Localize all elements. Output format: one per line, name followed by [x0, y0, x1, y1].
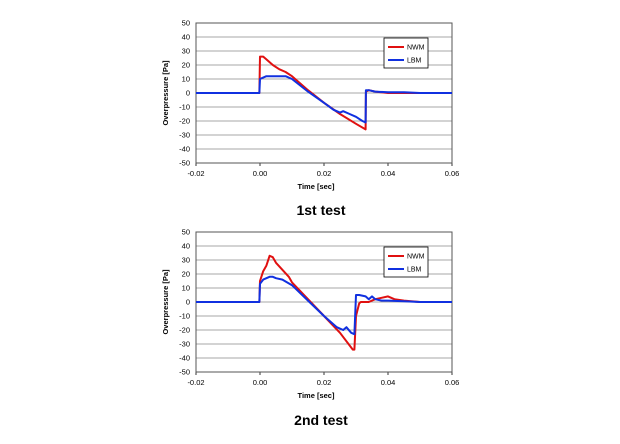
legend-label: LBM	[407, 58, 422, 65]
x-tick-label: 0.00	[253, 169, 268, 178]
y-tick-label: 20	[182, 61, 190, 70]
legend-box	[383, 37, 429, 69]
y-tick-label: 50	[182, 19, 190, 28]
x-tick-label: 0.02	[317, 378, 332, 387]
y-tick-label: 20	[182, 270, 190, 279]
x-axis-label: Time [sec]	[298, 182, 335, 191]
y-tick-label: 0	[186, 298, 190, 307]
series-line-lbm	[196, 275, 452, 336]
y-tick-label: 50	[182, 228, 190, 237]
y-tick-label: 10	[182, 284, 190, 293]
legend-box	[383, 246, 429, 278]
chart-2: -50 -40 -30 -20 -10 0 10 20 30 40 50 -0.02 0.00 0.02 0…	[161, 228, 459, 401]
x-tick-label: 0.06	[445, 169, 460, 178]
y-tick-label: 10	[182, 75, 190, 84]
x-tick-label: -0.02	[187, 378, 204, 387]
chart-2-caption: 2nd test	[294, 412, 348, 428]
y-tick-label: 40	[182, 33, 190, 42]
y-tick-label: -50	[179, 368, 190, 377]
y-axis-label: Overpressure [Pa]	[161, 269, 170, 335]
y-tick-label: 30	[182, 47, 190, 56]
y-tick-label: -50	[179, 159, 190, 168]
x-tick-label: -0.02	[187, 169, 204, 178]
y-tick-label: -10	[179, 312, 190, 321]
x-tick-label: 0.02	[317, 169, 332, 178]
x-tick-label: 0.00	[253, 378, 268, 387]
y-tick-label: -10	[179, 103, 190, 112]
y-tick-label: 40	[182, 242, 190, 251]
legend-label: NWM	[407, 45, 425, 52]
legend-label: NWM	[407, 254, 425, 261]
legend-label: LBM	[407, 267, 422, 274]
y-tick-label: -20	[179, 117, 190, 126]
y-tick-label: -20	[179, 326, 190, 335]
series-line-lbm	[196, 75, 452, 124]
series-line-nwm	[196, 254, 452, 351]
x-tick-label: 0.04	[381, 378, 396, 387]
x-tick-label: 0.04	[381, 169, 396, 178]
y-tick-label: -30	[179, 131, 190, 140]
y-tick-label: -40	[179, 354, 190, 363]
chart-1: -50 -40 -30 -20 -10 0 10 20 30 40 50 -0.02 0.00 0.02 0…	[161, 19, 459, 192]
y-tick-label: -40	[179, 145, 190, 154]
y-tick-label: -30	[179, 340, 190, 349]
x-axis-label: Time [sec]	[298, 391, 335, 400]
y-tick-label: 30	[182, 256, 190, 265]
legend: NWM LBM	[383, 246, 429, 278]
x-tick-label: 0.06	[445, 378, 460, 387]
y-axis-label: Overpressure [Pa]	[161, 60, 170, 126]
y-tick-label: 0	[186, 89, 190, 98]
legend: NWM LBM	[383, 37, 429, 69]
chart-1-caption: 1st test	[296, 202, 346, 218]
